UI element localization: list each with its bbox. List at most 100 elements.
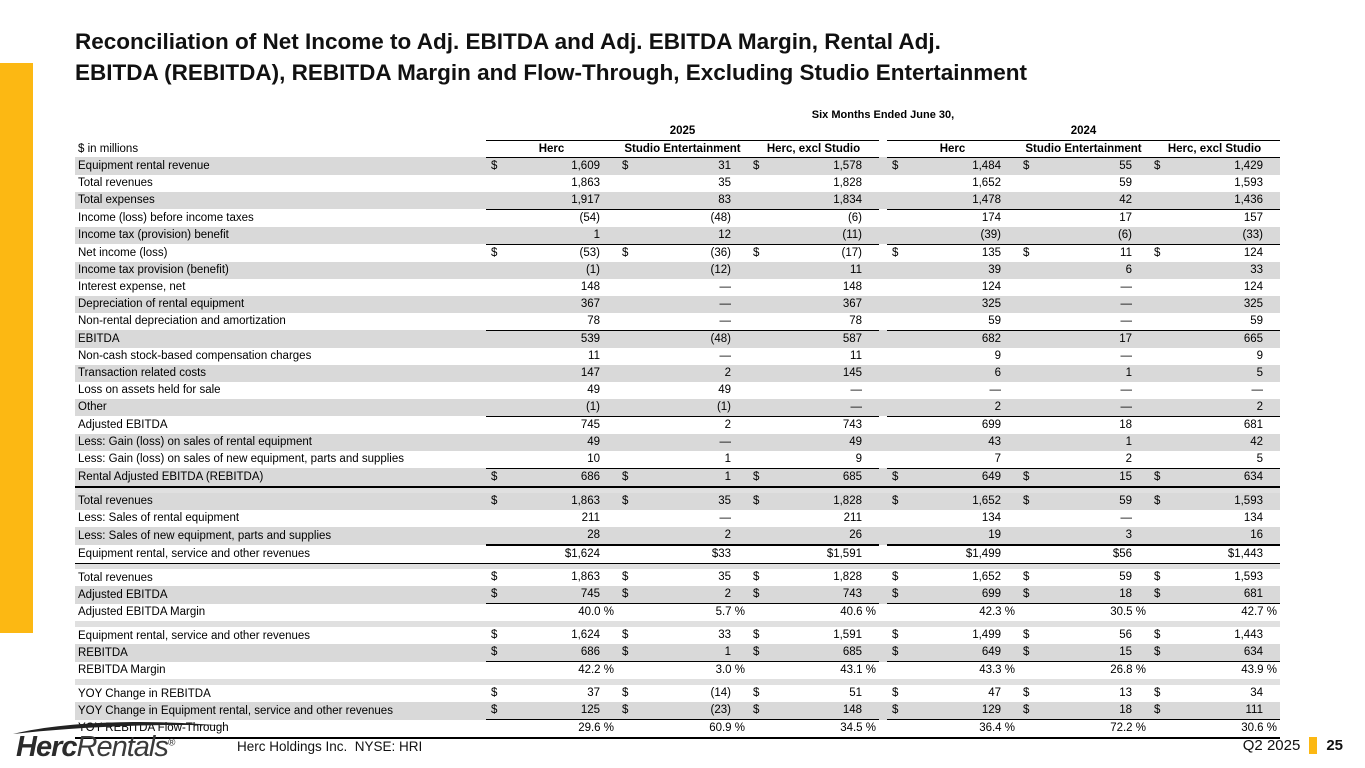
value-text: 634 (1243, 646, 1263, 658)
group-gap (879, 365, 887, 382)
group-gap (879, 685, 887, 702)
dollar-sign: $ (622, 470, 629, 483)
cell-value: $1,828 (748, 493, 879, 510)
group-gap (879, 175, 887, 192)
col-header-studio-2024: Studio Entertainment (1018, 140, 1149, 158)
dollar-sign: $ (491, 629, 498, 641)
value-text: 1,609 (571, 159, 600, 172)
cell-value: 1 (1018, 365, 1149, 382)
value-text: — (719, 314, 732, 327)
row-label: Adjusted EBITDA Margin (78, 606, 206, 619)
table-row: Net income (loss) $ (53) $ (36) $ (17) $135 $11 $… (75, 244, 1280, 262)
cell-value: 72.2 % (1018, 719, 1149, 739)
cell-value: — (617, 312, 748, 331)
period-header: Six Months Ended June 30, (811, 108, 955, 121)
row-label: REBITDA Margin (78, 664, 166, 677)
group-gap (879, 493, 887, 510)
cell-value: 587 (748, 330, 879, 348)
dollar-sign: $ (892, 588, 899, 600)
value-text: 34 (1250, 687, 1263, 699)
cell-value: 49 (486, 434, 617, 451)
value-text: 539 (580, 332, 600, 345)
value-text: — (719, 349, 732, 362)
value-text: 1 (724, 470, 731, 483)
value-text: — (1120, 511, 1133, 524)
table-row: Equipment rental, service and other reve… (75, 627, 1280, 644)
table-row: Equipment rental revenue $1,609 $31 $1,578 $… (75, 157, 1280, 175)
cell-value: (39) (887, 226, 1018, 245)
value-text: 1 (1125, 366, 1132, 379)
row-label: Non-rental depreciation and amortization (78, 315, 286, 328)
cell-value: $111 (1149, 702, 1280, 720)
cell-value: — (887, 382, 1018, 399)
value-text: 147 (580, 366, 600, 379)
cell-value: (48) (617, 330, 748, 348)
value-text: 55 (1119, 159, 1132, 172)
value-text: 59 (1119, 494, 1132, 507)
value-text: 33 (1250, 263, 1263, 276)
cell-value: — (1018, 348, 1149, 365)
cell-value: 1 (1018, 434, 1149, 451)
value-text: 1,591 (833, 629, 862, 641)
value-text: 49 (587, 383, 600, 396)
cell-value: 59 (887, 312, 1018, 331)
table-row: Total revenues 1,863 35 1,828 1,652 59 1,593 (75, 175, 1280, 192)
cell-value: $743 (748, 586, 879, 604)
cell-value: 1 (486, 226, 617, 245)
cell-value: 6 (887, 365, 1018, 382)
value-text: 11 (588, 349, 600, 362)
dollar-sign: $ (622, 159, 629, 172)
value-text: (48) (710, 332, 731, 345)
table-row: Non-rental depreciation and amortization… (75, 312, 1280, 331)
table-row: Transaction related costs 147 2 145 6 1 5 (75, 364, 1280, 382)
table-row: Depreciation of rental equipment 367 — 367 3… (75, 295, 1280, 313)
value-text: 42.7 % (1241, 606, 1277, 618)
value-text: 2 (724, 528, 731, 541)
cell-value: $1,863 (486, 569, 617, 586)
cell-value: $ (14) (617, 685, 748, 702)
company-ticker-line: Herc Holdings Inc. NYSE: HRI (237, 739, 423, 754)
value-text: (48) (710, 211, 731, 224)
value-text: 13 (1119, 687, 1132, 699)
value-text: 1,828 (833, 176, 862, 189)
value-text: — (1120, 314, 1133, 327)
cell-value: (48) (617, 209, 748, 227)
cell-value: 42 (1149, 434, 1280, 451)
value-text: 743 (842, 418, 862, 431)
value-text: 1,443 (1234, 629, 1263, 641)
dollar-sign: $ (753, 588, 760, 600)
value-text: — (1120, 400, 1133, 413)
value-text: 699 (981, 588, 1001, 600)
logo-swoosh-icon (13, 722, 225, 734)
row-label: Transaction related costs (78, 367, 207, 379)
value-text: $56 (1112, 547, 1132, 560)
cell-value: 1,834 (748, 191, 879, 210)
dollar-sign: $ (1023, 470, 1030, 483)
cell-value: $55 (1018, 157, 1149, 175)
cell-value: $33 (617, 627, 748, 644)
dollar-sign: $ (892, 470, 899, 483)
value-text: 28 (587, 528, 600, 541)
value-text: 129 (981, 704, 1001, 716)
value-text: — (1120, 383, 1133, 396)
value-text: 29.6 % (578, 722, 614, 734)
logo-herc: Herc (16, 731, 77, 763)
row-label: YOY Change in Equipment rental, service … (78, 704, 393, 717)
dollar-sign: $ (1023, 159, 1030, 172)
cell-value: 1,436 (1149, 191, 1280, 210)
value-text: 686 (580, 470, 600, 483)
value-text: 11 (1120, 246, 1132, 259)
cell-value: 43.9 % (1149, 662, 1280, 680)
value-text: 34.5 % (840, 722, 876, 734)
dollar-sign: $ (1023, 629, 1030, 641)
cell-value: $681 (1149, 586, 1280, 604)
footer: HercRentals® Herc Holdings Inc. NYSE: HR… (0, 722, 1365, 766)
slide-title-line1: Reconciliation of Net Income to Adj. EBI… (75, 29, 941, 54)
table-row: Loss on assets held for sale 49 49 — — — — (75, 382, 1280, 399)
page-accent-bar (1309, 737, 1318, 754)
cell-value: 34.5 % (748, 719, 879, 739)
value-text: 17 (1119, 211, 1132, 224)
cell-value: 30.6 % (1149, 719, 1280, 739)
dollar-sign: $ (1154, 704, 1161, 716)
cell-value: — (1018, 296, 1149, 313)
